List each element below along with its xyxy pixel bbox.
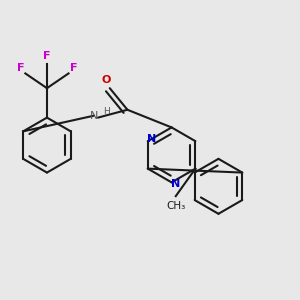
Text: H: H [103,107,110,116]
Text: N: N [147,134,156,144]
Text: O: O [101,75,110,85]
Text: F: F [43,51,51,61]
Text: N: N [90,111,98,121]
Text: N: N [171,179,180,189]
Text: F: F [70,63,77,73]
Text: F: F [17,63,24,73]
Text: CH₃: CH₃ [166,201,185,211]
